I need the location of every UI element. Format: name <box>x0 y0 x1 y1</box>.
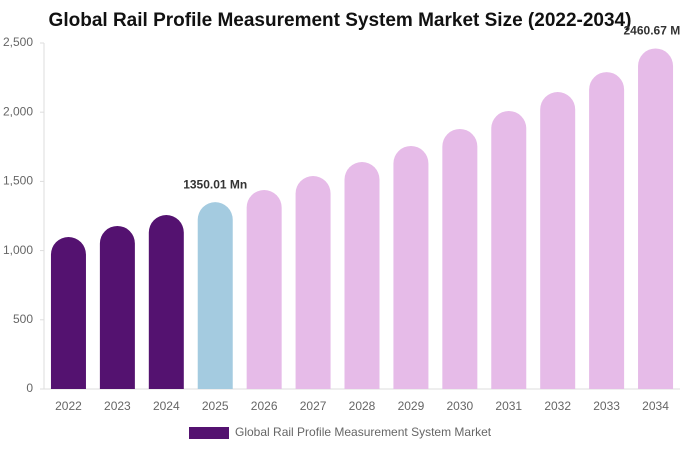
bar <box>99 225 135 389</box>
bar <box>393 145 429 389</box>
bar <box>491 110 527 389</box>
value-label: 2460.67 Mn <box>624 24 680 38</box>
x-tick-label: 2033 <box>593 399 620 413</box>
bar <box>246 189 282 389</box>
x-tick-label: 2023 <box>104 399 131 413</box>
bar <box>295 176 331 389</box>
y-tick-label: 0 <box>26 381 33 395</box>
x-tick-label: 2030 <box>446 399 473 413</box>
bar <box>197 202 233 389</box>
legend-label: Global Rail Profile Measurement System M… <box>235 425 492 439</box>
value-label: 1350.01 Mn <box>183 177 247 191</box>
bar <box>50 237 86 389</box>
y-tick-label: 1,000 <box>3 243 33 257</box>
y-tick-label: 2,500 <box>3 35 33 49</box>
x-tick-label: 2022 <box>55 399 82 413</box>
y-tick-label: 2,000 <box>3 104 33 118</box>
chart-title: Global Rail Profile Measurement System M… <box>49 10 632 31</box>
bar <box>589 72 625 389</box>
bar <box>442 128 478 389</box>
x-tick-label: 2026 <box>251 399 278 413</box>
x-tick-label: 2032 <box>544 399 571 413</box>
legend-swatch <box>189 427 229 439</box>
y-tick-label: 1,500 <box>3 174 33 188</box>
x-tick-label: 2028 <box>349 399 376 413</box>
bar <box>540 91 576 390</box>
bar <box>638 48 674 390</box>
x-tick-label: 2034 <box>642 399 669 413</box>
x-tick-label: 2025 <box>202 399 229 413</box>
x-tick-label: 2024 <box>153 399 180 413</box>
x-tick-label: 2029 <box>398 399 425 413</box>
bar <box>344 162 380 389</box>
bar <box>148 215 184 389</box>
x-tick-label: 2027 <box>300 399 327 413</box>
y-tick-label: 500 <box>13 312 33 326</box>
x-tick-label: 2031 <box>495 399 522 413</box>
